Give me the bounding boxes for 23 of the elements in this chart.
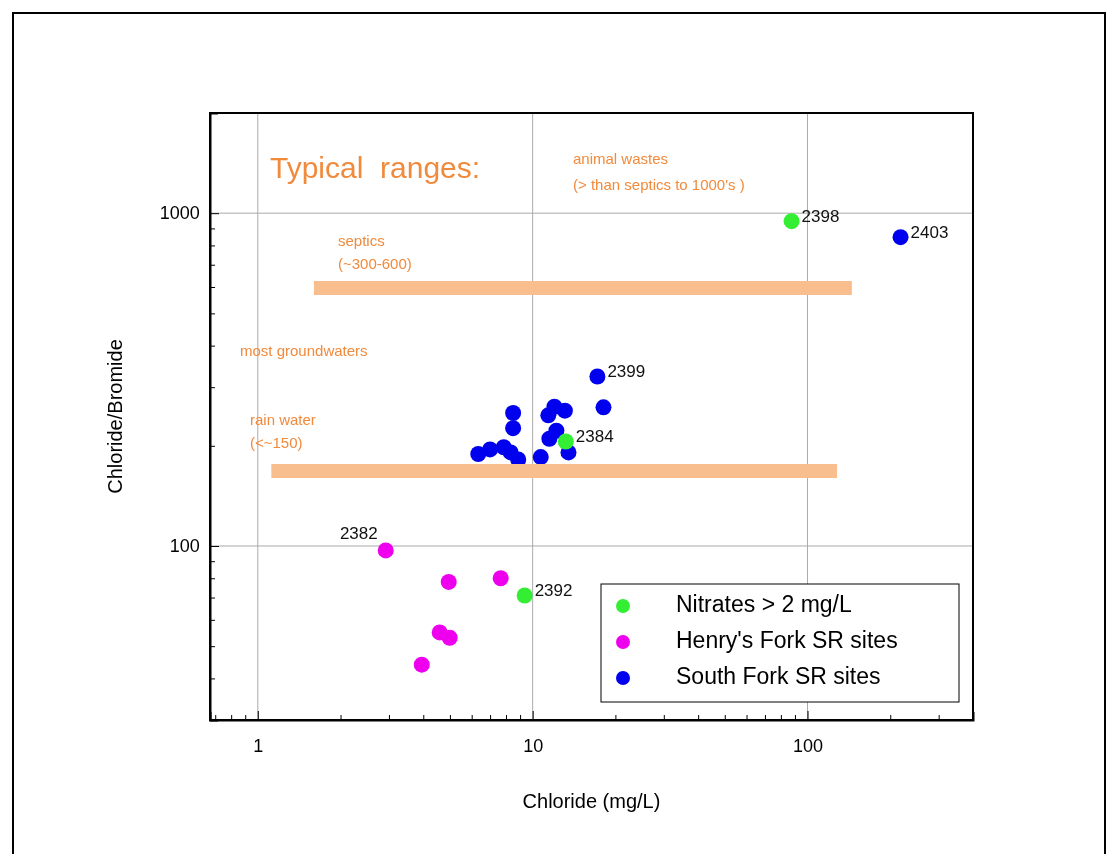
annotation: 2398 [801,206,840,226]
annotation: 2403 [910,222,949,242]
x-tick-label: 100 [793,735,824,756]
legend-label: Nitrates > 2 mg/L [676,591,852,618]
legend-label: Henry's Fork SR sites [676,627,898,654]
x-axis-title: Chloride (mg/L) [522,790,661,812]
annotation: 2392 [534,580,573,600]
x-tick-label: 10 [523,735,544,756]
annotation: (~300-600) [338,254,412,272]
legend-label: South Fork SR sites [676,663,881,690]
annotation: (<~150) [250,433,303,451]
y-axis-title: Chloride/Bromide [104,339,126,494]
x-tick-label: 1 [253,735,264,756]
annotation: 2382 [339,523,378,543]
annotation: 2399 [607,362,646,382]
y-tick-label: 1000 [159,203,200,224]
annotation: Typical ranges: [270,150,481,184]
annotation: most groundwaters [240,341,368,359]
annotation: animal wastes [573,149,669,167]
annotation: (> than septics to 1000's ) [573,175,745,193]
annotation: rain water [250,410,316,428]
annotation: 2384 [575,427,614,447]
annotation: septics [338,231,385,249]
